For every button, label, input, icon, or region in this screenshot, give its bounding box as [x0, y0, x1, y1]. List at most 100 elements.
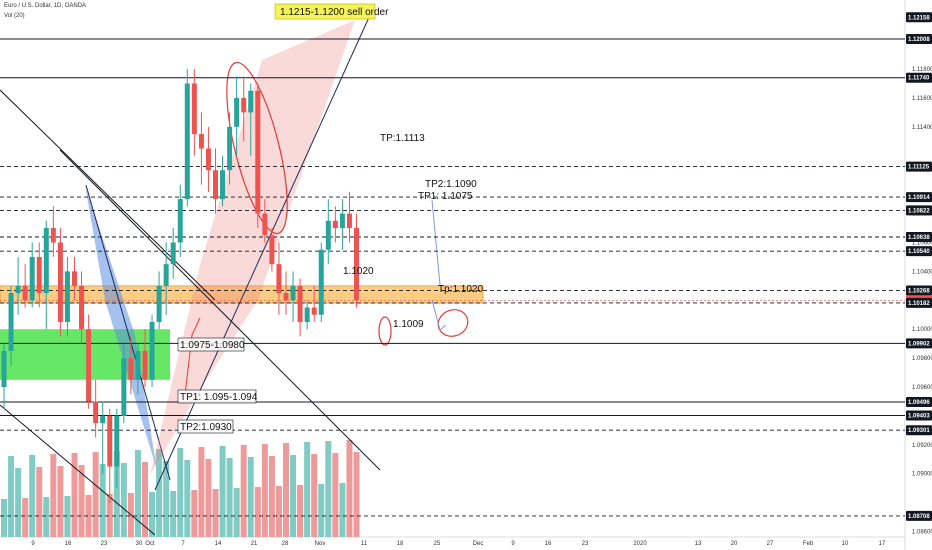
y-tick-label: 1.10400 — [912, 269, 932, 275]
price-tag — [906, 161, 932, 172]
y-tick-label: 1.09200 — [912, 443, 932, 449]
annotation-label: Tp:1.1020 — [438, 284, 483, 295]
candle-body — [93, 401, 99, 424]
volume-bar — [156, 449, 163, 537]
axis-layer: 1.118001.116001.114001.108001.106001.104… — [31, 12, 932, 547]
candle-body — [36, 256, 42, 294]
volume-bar — [71, 453, 78, 537]
volume-bar — [198, 447, 205, 537]
drawing-layer — [0, 14, 469, 536]
candle-body — [269, 235, 275, 265]
volume-bar — [247, 457, 254, 537]
annotation-label: 1.1009 — [393, 319, 424, 330]
volume-bar — [339, 483, 346, 537]
annotation-label: 1.1020 — [343, 266, 374, 277]
price-tag-label: 1.10268 — [908, 288, 930, 294]
volume-bar — [226, 458, 233, 537]
uptrend-line — [154, 14, 371, 491]
candle-body — [304, 307, 310, 322]
candle-body — [57, 242, 63, 322]
red-channel — [150, 20, 355, 475]
y-tick-label: 1.09600 — [912, 385, 932, 391]
volume-bar — [297, 485, 304, 537]
price-tag — [906, 231, 932, 242]
price-tag-label: 1.08708 — [908, 514, 930, 520]
x-tick-label: 16 — [545, 541, 552, 547]
candle-body — [107, 415, 113, 467]
candle-body — [220, 170, 226, 200]
volume-bar — [191, 490, 198, 537]
y-tick-label: 1.11400 — [912, 125, 932, 131]
annotation-label: 1.1215-1.1200 sell order — [280, 7, 389, 18]
candle-body — [318, 249, 324, 315]
volume-bar — [268, 456, 275, 537]
volume-bar — [283, 443, 289, 537]
annotation-label: TP1: 1.1075 — [418, 191, 473, 202]
y-tick-label: 1.08600 — [912, 530, 932, 536]
price-tag-label: 1.09496 — [908, 400, 930, 406]
volume-bar — [346, 440, 353, 537]
annotations-layer: 1.1215-1.1200 sell order TP:1.1113 TP2:1.1… — [177, 3, 483, 434]
price-tag-label: 1.10638 — [908, 235, 930, 241]
x-tick-label: 13 — [695, 541, 702, 547]
volume-bar — [92, 452, 99, 537]
x-tick-label: 2020 — [633, 541, 647, 547]
candle-body — [248, 90, 254, 113]
y-tick-label: 1.10600 — [912, 240, 932, 246]
candle-body — [15, 285, 21, 294]
green-zone — [0, 329, 170, 380]
candle-body — [128, 358, 134, 380]
x-tick-label: Nov — [315, 541, 326, 547]
projection-arrow — [431, 299, 447, 331]
candle-body — [255, 90, 261, 214]
candle-body — [283, 293, 289, 301]
x-tick-label: 25 — [434, 541, 441, 547]
volume-bar — [43, 497, 50, 537]
blue-channel — [85, 185, 157, 470]
candle-body — [276, 264, 282, 294]
price-tag — [906, 205, 932, 216]
candle-body — [234, 97, 240, 127]
candle-body — [43, 228, 49, 294]
candle-body — [191, 83, 197, 135]
candle-body — [297, 285, 303, 322]
annotation-label: TP:1.1113 — [380, 133, 425, 144]
volume-bar — [22, 498, 29, 537]
symbol-line[interactable]: Euro / U.S. Dollar, 1D, OANDA — [4, 3, 87, 9]
candle-body — [121, 358, 127, 416]
price-tag-label: 1.09403 — [908, 413, 930, 419]
annotation-box — [177, 419, 234, 434]
candle-body — [72, 271, 77, 286]
x-tick-label: 10 — [842, 541, 849, 547]
candle-body — [100, 415, 106, 424]
volume-bar — [149, 492, 156, 537]
price-tag-label: 1.10540 — [908, 249, 930, 255]
volume-bar — [163, 461, 170, 537]
volume-bar — [29, 455, 36, 537]
price-tag — [906, 510, 932, 521]
volume-bar — [311, 454, 318, 537]
candles-layer — [1, 69, 359, 503]
volume-bar — [78, 465, 85, 537]
volume-bar — [170, 491, 177, 537]
annotation-box — [177, 337, 245, 352]
highlight-ellipse — [437, 309, 469, 337]
x-tick-label: 23 — [582, 541, 589, 547]
candle-body — [241, 97, 247, 113]
x-tick-label: 21 — [251, 541, 258, 547]
candle-body — [22, 285, 28, 301]
candle-body — [1, 350, 7, 388]
volume-bar — [318, 484, 325, 537]
volume-bar — [85, 495, 92, 537]
volume-bar — [134, 450, 141, 537]
x-tick-label: Feb — [803, 541, 814, 547]
x-tick-label: 9 — [31, 541, 35, 547]
candle-body — [29, 256, 35, 301]
channel-line — [85, 184, 171, 481]
volume-label[interactable]: Vol (20) — [4, 13, 25, 19]
volume-bar — [113, 451, 120, 537]
candle-body — [205, 148, 211, 171]
downtrend-line-upper — [0, 89, 216, 301]
